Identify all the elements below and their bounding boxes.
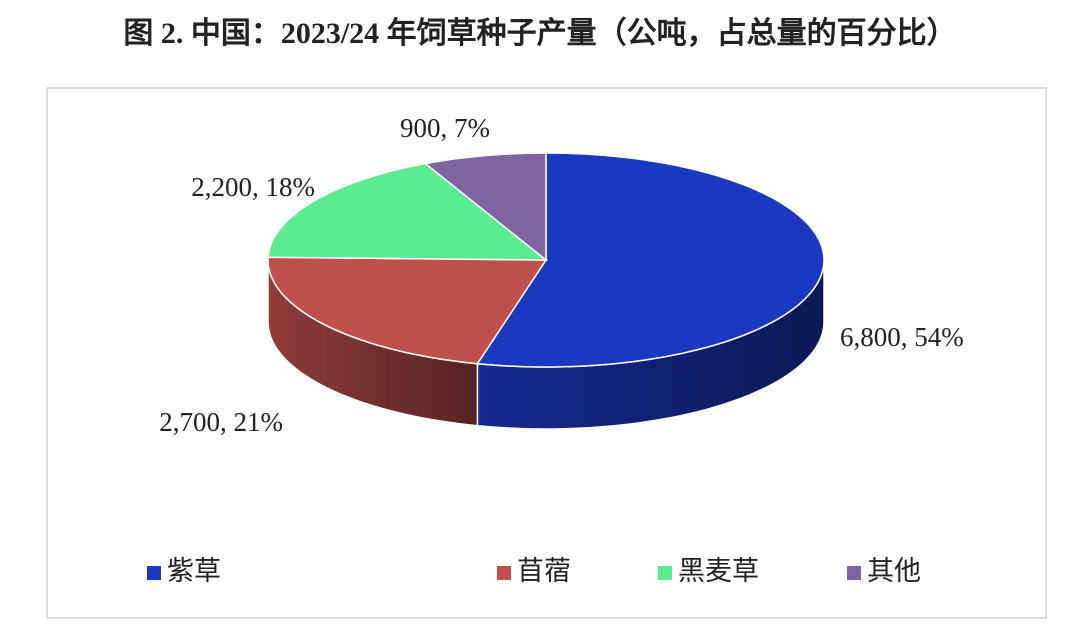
slice (267, 256, 548, 365)
slice (423, 152, 547, 262)
legend-label: 苜蓿 (517, 556, 571, 586)
data-label: 2,200, 18% (191, 172, 315, 202)
data-label: 2,700, 21% (159, 407, 283, 437)
legend-swatch (658, 566, 672, 580)
slice (476, 152, 825, 368)
chart-title: 图 2. 中国：2023/24 年饲草种子产量（公吨，占总量的百分比） (123, 16, 956, 50)
legend-label: 黑麦草 (678, 556, 759, 586)
data-label: 6,800, 54% (840, 322, 964, 352)
legend-label: 其他 (867, 556, 921, 586)
legend-swatch (497, 566, 511, 580)
legend-swatch (147, 566, 161, 580)
legend-swatch (847, 566, 861, 580)
data-label: 900, 7% (400, 113, 490, 143)
legend-label: 紫草 (167, 556, 221, 586)
slice (267, 162, 549, 261)
chart-frame (46, 87, 1047, 619)
